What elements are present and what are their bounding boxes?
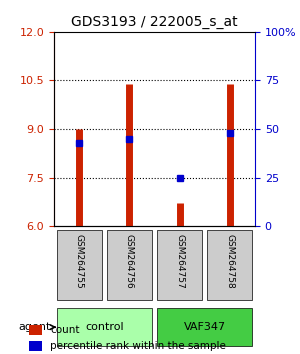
FancyBboxPatch shape [107, 230, 152, 300]
Title: GDS3193 / 222005_s_at: GDS3193 / 222005_s_at [71, 16, 238, 29]
Text: GSM264755: GSM264755 [75, 234, 84, 289]
Text: percentile rank within the sample: percentile rank within the sample [50, 341, 226, 351]
Bar [29, 325, 43, 335]
FancyBboxPatch shape [56, 230, 102, 300]
Text: control: control [85, 322, 124, 332]
Bar [29, 341, 43, 351]
FancyBboxPatch shape [157, 308, 253, 346]
Text: GSM264758: GSM264758 [225, 234, 234, 289]
FancyBboxPatch shape [157, 230, 202, 300]
Text: VAF347: VAF347 [184, 322, 226, 332]
Text: GSM264757: GSM264757 [175, 234, 184, 289]
FancyBboxPatch shape [56, 308, 152, 346]
Text: count: count [50, 325, 80, 335]
Text: agent: agent [19, 322, 55, 332]
Text: GSM264756: GSM264756 [125, 234, 134, 289]
FancyBboxPatch shape [207, 230, 253, 300]
